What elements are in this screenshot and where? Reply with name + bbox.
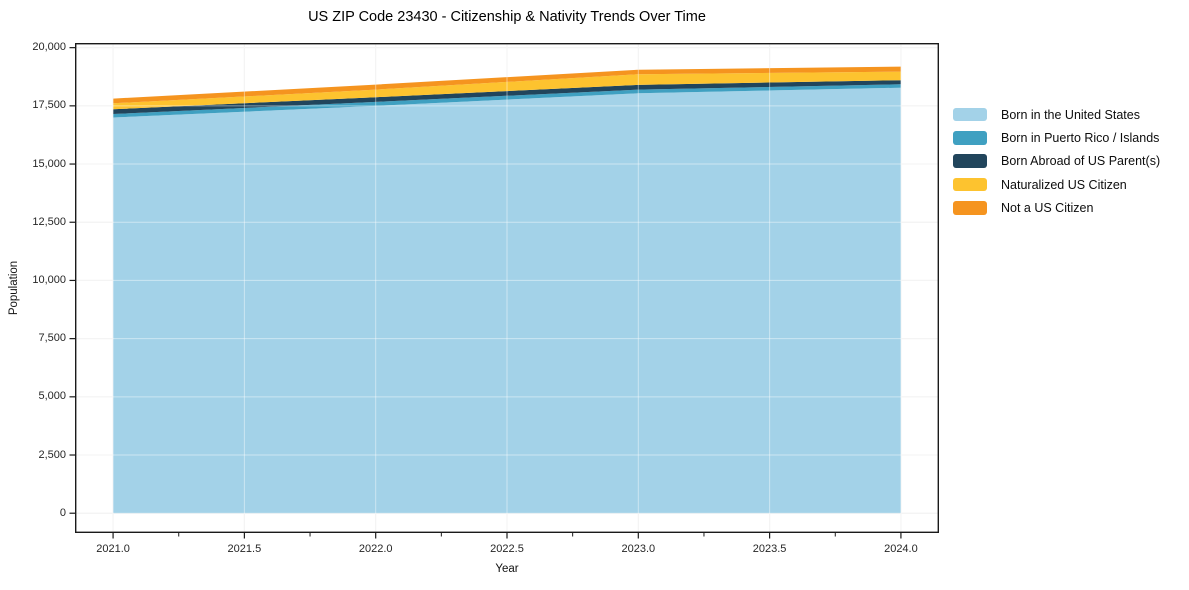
legend-label: Naturalized US Citizen: [1001, 177, 1127, 192]
legend-swatch-born-abroad: [953, 154, 987, 168]
y-tick-label: 2,500: [38, 448, 66, 461]
y-tick-label: 15,000: [32, 157, 66, 170]
legend-item: Born Abroad of US Parent(s): [953, 150, 1160, 173]
x-tick-label: 2022.5: [490, 543, 524, 555]
legend-label: Born Abroad of US Parent(s): [1001, 154, 1161, 169]
y-tick-label: 7,500: [38, 332, 66, 345]
chart-title: US ZIP Code 23430 - Citizenship & Nativi…: [308, 9, 706, 25]
x-tick-label: 2021.0: [96, 543, 130, 555]
legend: Born in the United States Born in Puerto…: [953, 103, 1160, 219]
legend-swatch-puerto-rico: [953, 131, 987, 145]
legend-label: Born in Puerto Rico / Islands: [1001, 130, 1160, 145]
area-series-2: [113, 80, 901, 114]
legend-item: Born in Puerto Rico / Islands: [953, 126, 1160, 149]
legend-label: Not a US Citizen: [1001, 200, 1094, 215]
y-tick-label: 17,500: [32, 99, 66, 112]
y-tick-label: 5,000: [38, 390, 66, 403]
x-tick-label: 2022.0: [358, 543, 393, 555]
legend-label: Born in the United States: [1001, 107, 1140, 122]
y-tick-label: 20,000: [32, 41, 66, 54]
y-tick-label: 12,500: [32, 215, 66, 228]
area-series-0: [113, 87, 901, 514]
x-tick-label: 2024.0: [884, 543, 918, 555]
legend-swatch-not-citizen: [953, 201, 987, 215]
legend-item: Naturalized US Citizen: [953, 173, 1160, 196]
legend-item: Not a US Citizen: [953, 196, 1160, 219]
x-tick-label: 2023.5: [752, 543, 787, 555]
area-series-1: [113, 84, 901, 118]
y-axis-label: Population: [8, 260, 20, 316]
x-tick-label: 2021.5: [227, 543, 262, 555]
legend-swatch-born-us: [953, 107, 987, 122]
y-tick-label: 0: [59, 506, 66, 519]
area-series-4: [113, 66, 901, 104]
legend-swatch-naturalized: [953, 177, 987, 192]
legend-item: Born in the United States: [953, 103, 1160, 126]
x-tick-label: 2023.0: [621, 543, 656, 555]
axes-spines: [74, 43, 939, 534]
x-axis-label: Year: [495, 563, 519, 575]
y-tick-label: 10,000: [32, 273, 66, 286]
area-series-3: [113, 71, 901, 110]
